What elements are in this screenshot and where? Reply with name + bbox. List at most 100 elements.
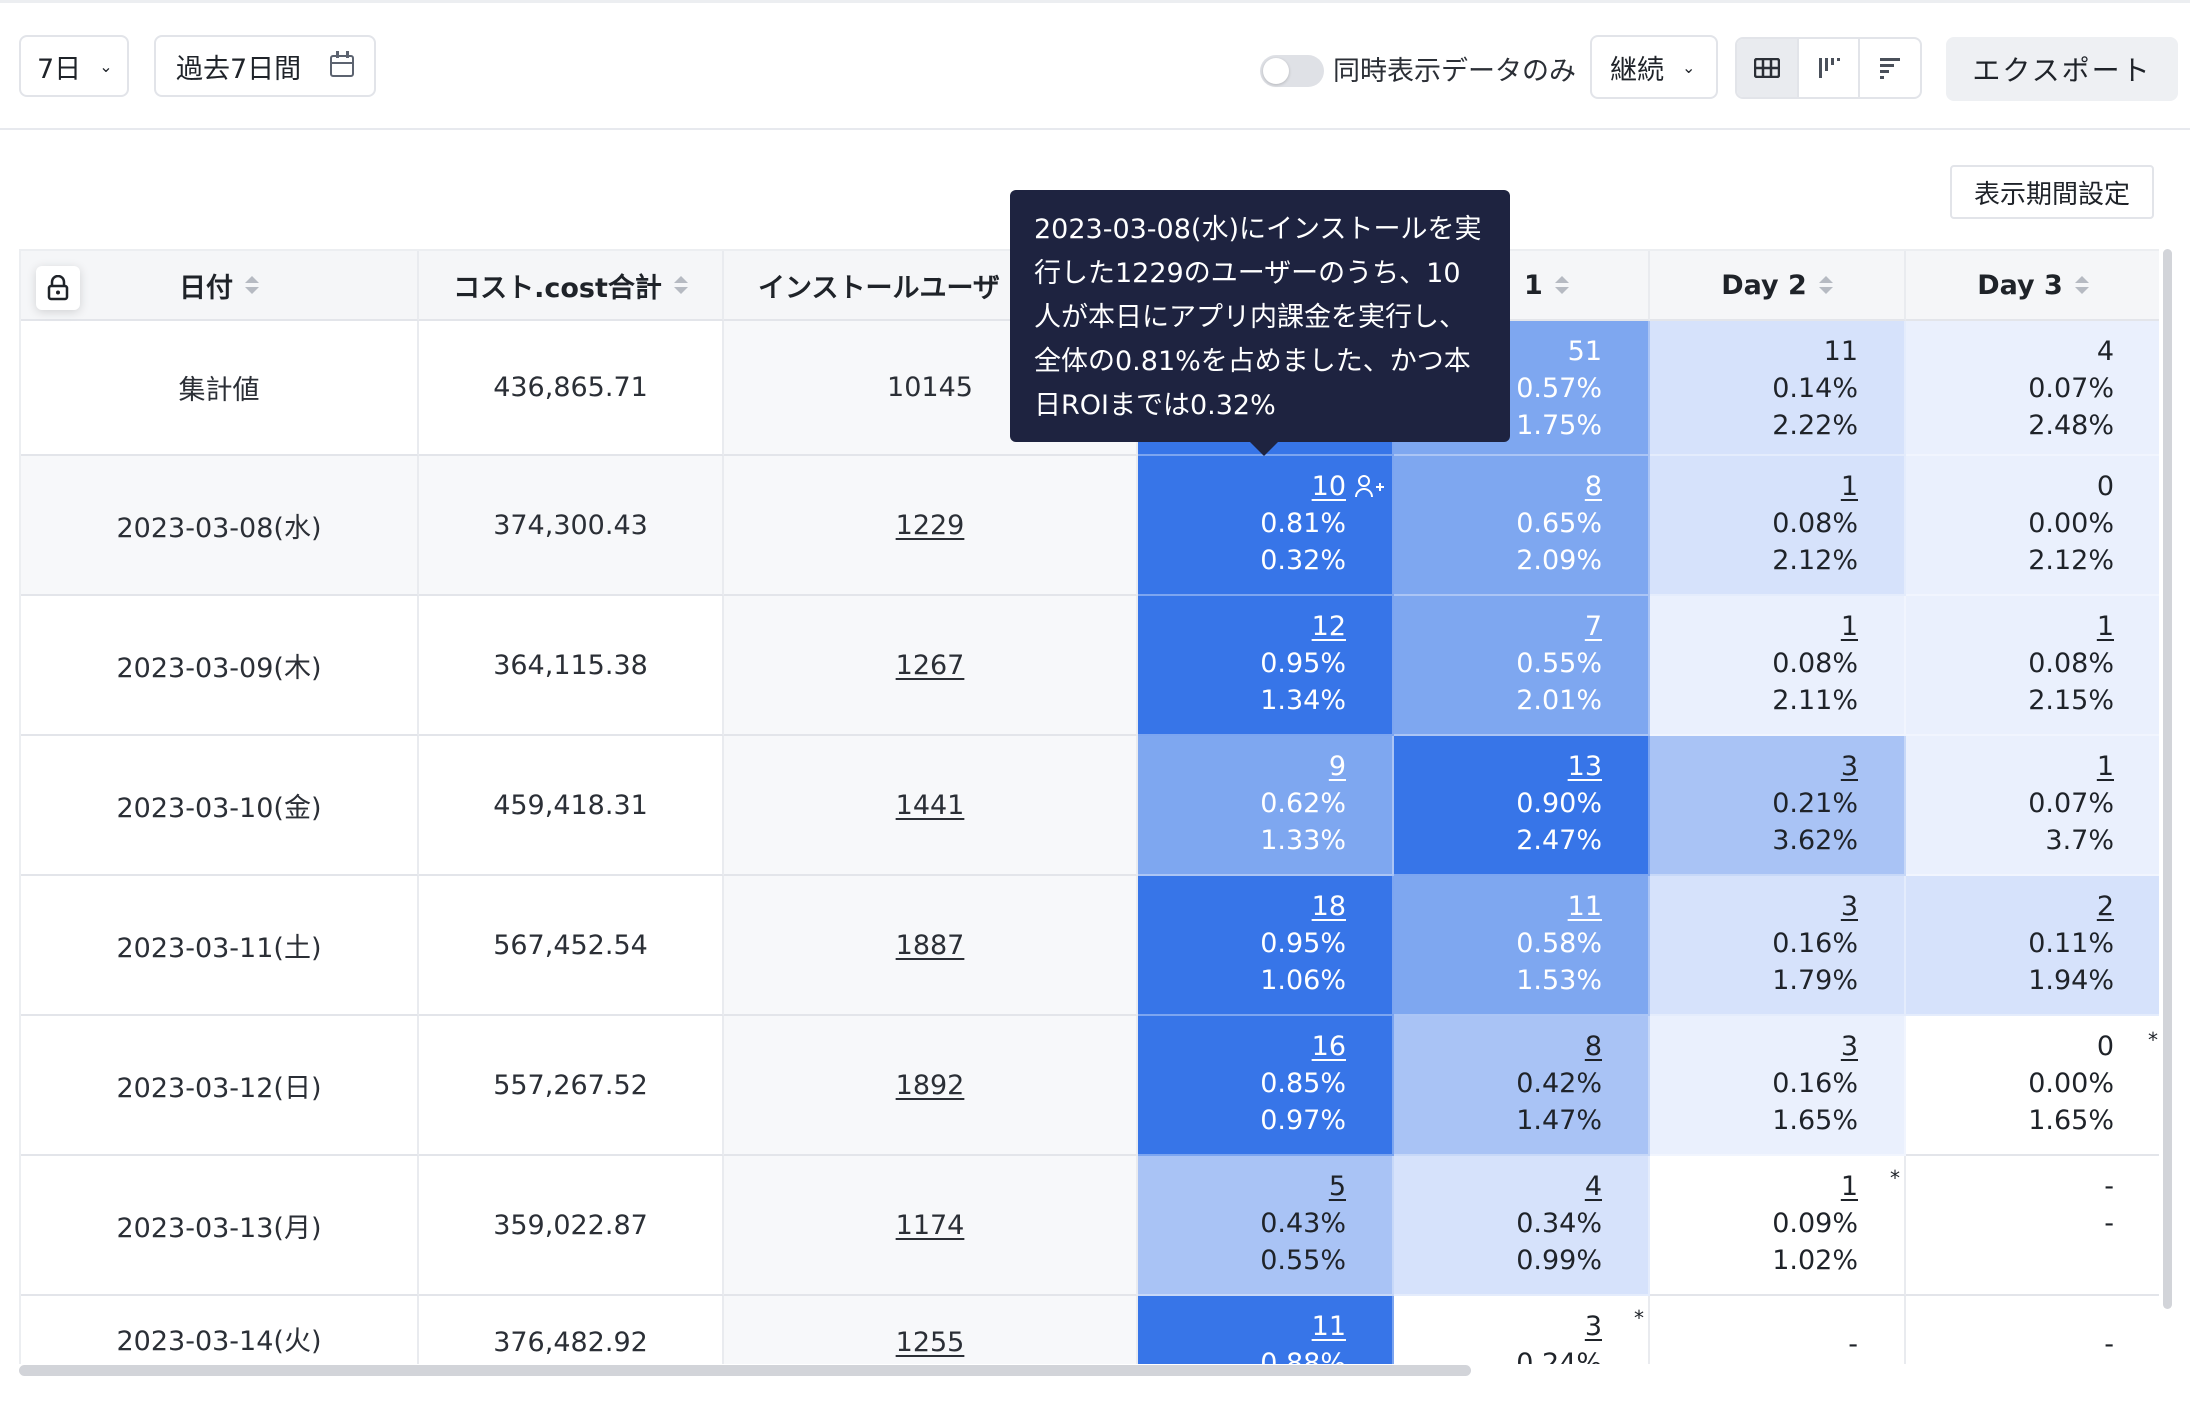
cohort-cell-day1[interactable]: 11 0.58% 1.53%: [1394, 876, 1650, 1016]
cohort-roi: 2.09%: [1516, 545, 1602, 576]
cohort-pct: 0.21%: [1772, 788, 1858, 819]
cohort-count-link[interactable]: 9: [1328, 751, 1346, 782]
cohort-count-link[interactable]: 1: [2096, 611, 2114, 642]
export-button[interactable]: エクスポート: [1946, 37, 2178, 101]
cohort-count-link[interactable]: 18: [1311, 891, 1346, 922]
cohort-count-link[interactable]: 2: [2096, 891, 2114, 922]
cohort-count-link[interactable]: 1: [2096, 751, 2114, 782]
sort-icon: [2074, 276, 2089, 294]
cohort-count-link[interactable]: 11: [1311, 1311, 1346, 1342]
header-date[interactable]: 日付: [21, 251, 419, 321]
cohort-cell-day0[interactable]: 9 0.62% 1.33%: [1138, 736, 1394, 876]
cohort-count-link[interactable]: 4: [1584, 1171, 1602, 1202]
mode-select-value: 継続: [1610, 54, 1664, 86]
cohort-cell-day1[interactable]: 8 0.65% 2.09%: [1394, 456, 1650, 596]
row-cost-cell: 557,267.52: [419, 1016, 724, 1156]
header-cost[interactable]: コスト.cost合計: [419, 251, 724, 321]
row-installs-cell: 1441: [724, 736, 1138, 876]
horizontal-scrollbar[interactable]: [19, 1365, 1471, 1376]
cohort-count: 0: [2096, 471, 2114, 502]
bar-layout-view-button[interactable]: [1860, 39, 1920, 97]
cohort-pct: 0.43%: [1260, 1208, 1346, 1239]
toggle-knob: [1263, 58, 1289, 84]
cohort-count-link[interactable]: 3: [1840, 751, 1858, 782]
row-date: 集計値: [178, 375, 260, 406]
cohort-roi: 0.97%: [1260, 1105, 1346, 1136]
row-date: 2023-03-13(月): [116, 1212, 322, 1244]
installs-link[interactable]: 1255: [895, 1327, 965, 1358]
sort-icon: [1818, 276, 1833, 294]
header-day3[interactable]: Day 3: [1906, 251, 2159, 321]
installs-link[interactable]: 1229: [895, 509, 965, 541]
cohort-count-link[interactable]: 10: [1311, 471, 1346, 502]
cohort-roi: 2.12%: [1772, 545, 1858, 576]
vertical-scrollbar[interactable]: [2163, 249, 2172, 1309]
display-period-settings-button[interactable]: 表示期間設定: [1950, 165, 2154, 219]
cohort-count-link[interactable]: 12: [1311, 611, 1346, 642]
installs-link[interactable]: 1441: [895, 789, 965, 821]
installs-link[interactable]: 1267: [895, 649, 965, 681]
row-installs-cell: 1174: [724, 1156, 1138, 1296]
cohort-count-link[interactable]: 13: [1567, 751, 1602, 782]
cohort-cell-day2[interactable]: 1 0.08% 2.11%: [1650, 596, 1906, 736]
cohort-count-link[interactable]: 3: [1840, 891, 1858, 922]
range-select[interactable]: 7日 ⌄: [19, 35, 129, 97]
cohort-cell-day2[interactable]: 1 0.08% 2.12%: [1650, 456, 1906, 596]
cohort-pct: 0.42%: [1516, 1068, 1602, 1099]
row-date-cell: 2023-03-08(水): [21, 456, 419, 596]
cohort-count: 11: [1823, 336, 1858, 367]
cohort-cell-day3[interactable]: 1 0.08% 2.15%: [1906, 596, 2159, 736]
installs-link[interactable]: 1887: [895, 929, 965, 961]
row-date-cell: 2023-03-09(木): [21, 596, 419, 736]
cohort-cell-day1[interactable]: 3 0.24% *: [1394, 1296, 1650, 1364]
cohort-roi: 1.75%: [1516, 410, 1602, 441]
cohort-count-link[interactable]: 3: [1840, 1031, 1858, 1062]
mode-select[interactable]: 継続 ⌄: [1590, 35, 1718, 99]
totals-cost-cell: 436,865.71: [419, 321, 724, 456]
cohort-count-link[interactable]: 1: [1840, 1171, 1858, 1202]
cohort-cell-day3[interactable]: 2 0.11% 1.94%: [1906, 876, 2159, 1016]
simultaneous-data-toggle[interactable]: [1260, 55, 1324, 87]
cohort-cell-day2[interactable]: 3 0.16% 1.65%: [1650, 1016, 1906, 1156]
cohort-count-link[interactable]: 3: [1584, 1311, 1602, 1342]
cohort-cell-day1[interactable]: 13 0.90% 2.47%: [1394, 736, 1650, 876]
cohort-pct: 0.65%: [1516, 508, 1602, 539]
cohort-count-link[interactable]: 7: [1584, 611, 1602, 642]
header-day2[interactable]: Day 2: [1650, 251, 1906, 321]
cohort-roi: 2.01%: [1516, 685, 1602, 716]
installs-link[interactable]: 1892: [895, 1069, 965, 1101]
cohort-cell-day2[interactable]: 3 0.21% 3.62%: [1650, 736, 1906, 876]
cohort-count-link[interactable]: 1: [1840, 611, 1858, 642]
cohort-count-link[interactable]: 16: [1311, 1031, 1346, 1062]
cohort-roi: 1.47%: [1516, 1105, 1602, 1136]
cohort-roi: 1.02%: [1772, 1245, 1858, 1276]
row-cost: 459,418.31: [493, 789, 648, 821]
cohort-cell-day0[interactable]: 18 0.95% 1.06%: [1138, 876, 1394, 1016]
add-user-icon[interactable]: [1354, 474, 1386, 500]
header-day1-label: 1: [1524, 269, 1543, 301]
cohort-count-link[interactable]: 5: [1328, 1171, 1346, 1202]
cohort-cell-day2[interactable]: 1 0.09% 1.02% *: [1650, 1156, 1906, 1296]
cohort-cell-day1[interactable]: 4 0.34% 0.99%: [1394, 1156, 1650, 1296]
lock-column-button[interactable]: [36, 266, 80, 310]
cohort-cell-day1[interactable]: 8 0.42% 1.47%: [1394, 1016, 1650, 1156]
cohort-cell-day0[interactable]: 11 0.88%: [1138, 1296, 1394, 1364]
installs-link[interactable]: 1174: [895, 1209, 965, 1241]
cohort-cell-day0[interactable]: 5 0.43% 0.55%: [1138, 1156, 1394, 1296]
cohort-cell-day3[interactable]: 1 0.07% 3.7%: [1906, 736, 2159, 876]
cohort-pct: 0.08%: [2028, 648, 2114, 679]
cohort-triangle-view-button[interactable]: [1799, 39, 1861, 97]
table-view-button[interactable]: [1737, 39, 1799, 97]
cohort-count-link[interactable]: 8: [1584, 471, 1602, 502]
date-range-picker[interactable]: 過去7日間: [154, 35, 376, 97]
cohort-cell-day0[interactable]: 12 0.95% 1.34%: [1138, 596, 1394, 736]
cohort-cell-day1[interactable]: 7 0.55% 2.01%: [1394, 596, 1650, 736]
row-cost: 567,452.54: [493, 929, 648, 961]
cohort-pct: 0.62%: [1260, 788, 1346, 819]
cohort-cell-day2[interactable]: 3 0.16% 1.79%: [1650, 876, 1906, 1016]
cohort-count-link[interactable]: 11: [1567, 891, 1602, 922]
cohort-cell-day0[interactable]: 16 0.85% 0.97%: [1138, 1016, 1394, 1156]
cohort-cell-day0[interactable]: 10 0.81% 0.32%: [1138, 456, 1394, 596]
cohort-count-link[interactable]: 1: [1840, 471, 1858, 502]
cohort-count-link[interactable]: 8: [1584, 1031, 1602, 1062]
